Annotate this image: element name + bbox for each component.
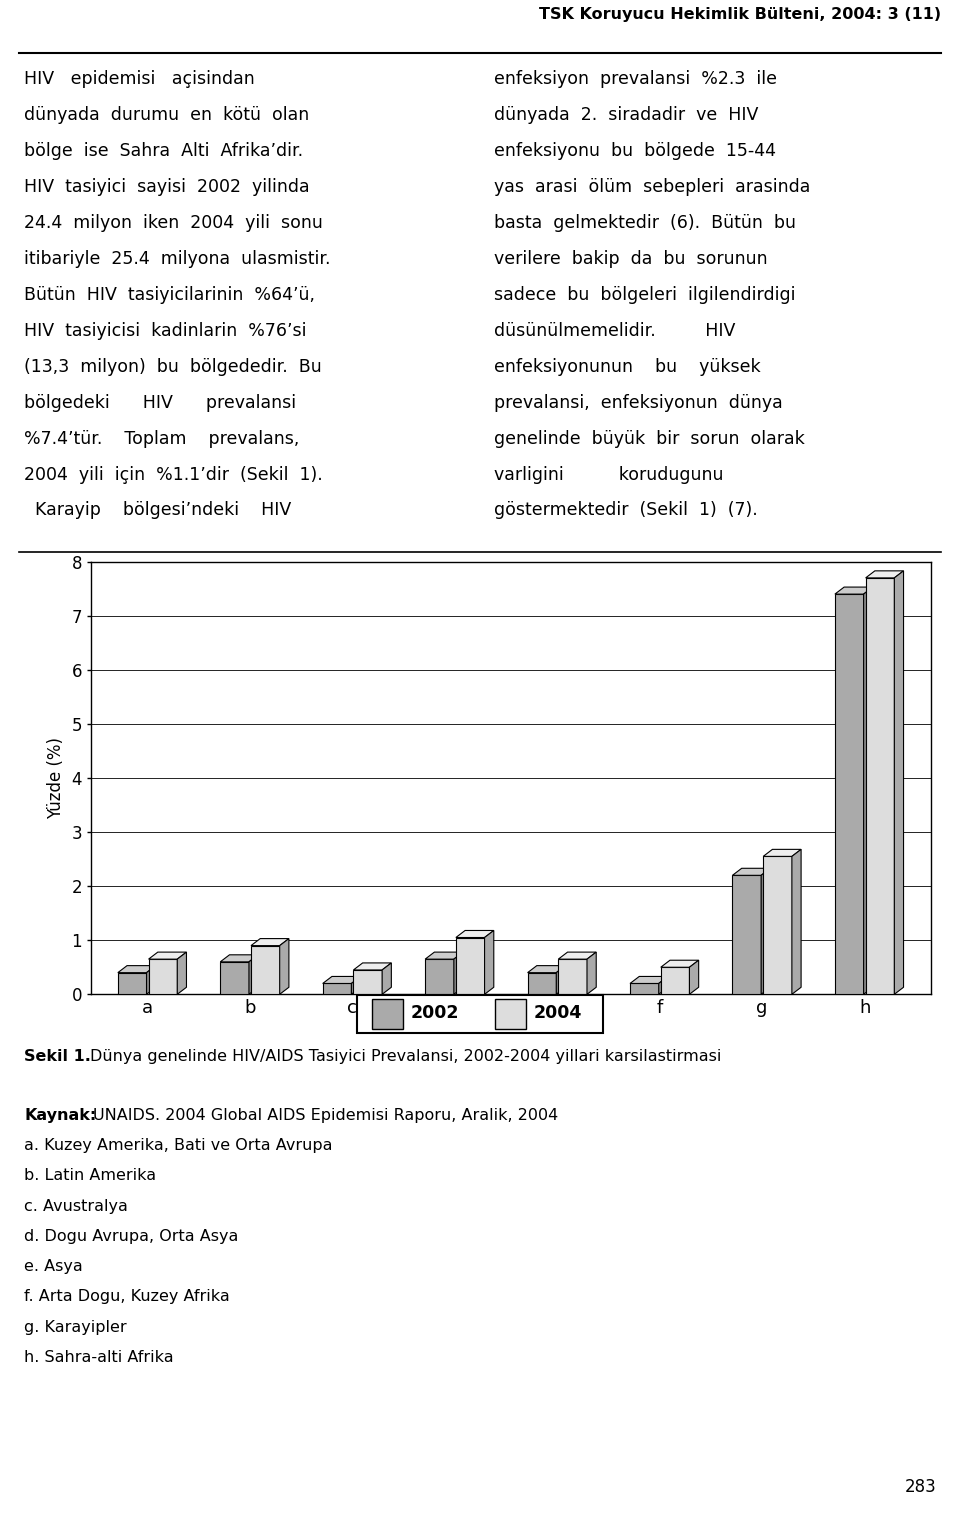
Polygon shape xyxy=(353,970,382,994)
Polygon shape xyxy=(220,955,258,962)
Polygon shape xyxy=(660,967,689,994)
Polygon shape xyxy=(454,952,463,994)
Text: c. Avustralya: c. Avustralya xyxy=(24,1199,128,1214)
Polygon shape xyxy=(323,976,361,984)
Polygon shape xyxy=(792,850,801,994)
Text: yas  arasi  ölüm  sebepleri  arasinda: yas arasi ölüm sebepleri arasinda xyxy=(494,178,811,196)
Text: varligini          korudugunu: varligini korudugunu xyxy=(494,466,724,484)
Text: itibariyle  25.4  milyona  ulasmistir.: itibariyle 25.4 milyona ulasmistir. xyxy=(24,249,330,267)
Text: e. Asya: e. Asya xyxy=(24,1260,83,1274)
Polygon shape xyxy=(353,962,392,970)
Text: genelinde  büyük  bir  sorun  olarak: genelinde büyük bir sorun olarak xyxy=(494,430,805,448)
Polygon shape xyxy=(485,931,493,994)
Bar xyxy=(495,999,526,1029)
Polygon shape xyxy=(351,976,361,994)
Polygon shape xyxy=(763,850,801,856)
Polygon shape xyxy=(456,931,493,938)
Text: Sekil 1.: Sekil 1. xyxy=(24,1049,91,1064)
Text: 283: 283 xyxy=(904,1479,936,1495)
Text: göstermektedir  (Sekil  1)  (7).: göstermektedir (Sekil 1) (7). xyxy=(494,501,758,519)
Polygon shape xyxy=(118,973,147,994)
Polygon shape xyxy=(149,959,178,994)
Text: TSK Koruyucu Hekimlik Bülteni, 2004: 3 (11): TSK Koruyucu Hekimlik Bülteni, 2004: 3 (… xyxy=(539,6,941,21)
Polygon shape xyxy=(630,976,668,984)
FancyBboxPatch shape xyxy=(357,994,603,1034)
Text: 24.4  milyon  iken  2004  yili  sonu: 24.4 milyon iken 2004 yili sonu xyxy=(24,214,323,232)
Text: bölge  ise  Sahra  Alti  Afrika’dir.: bölge ise Sahra Alti Afrika’dir. xyxy=(24,141,303,159)
Polygon shape xyxy=(835,587,873,594)
Text: dünyada  2.  siradadir  ve  HIV: dünyada 2. siradadir ve HIV xyxy=(494,106,758,123)
Polygon shape xyxy=(456,938,485,994)
Polygon shape xyxy=(425,959,454,994)
Text: düsünülmemelidir.         HIV: düsünülmemelidir. HIV xyxy=(494,322,735,340)
Polygon shape xyxy=(689,961,699,994)
Polygon shape xyxy=(528,965,565,973)
Text: Karayip    bölgesi’ndeki    HIV: Karayip bölgesi’ndeki HIV xyxy=(24,501,291,519)
Polygon shape xyxy=(425,952,463,959)
Text: 2004  yili  için  %1.1’dir  (Sekil  1).: 2004 yili için %1.1’dir (Sekil 1). xyxy=(24,466,323,484)
Polygon shape xyxy=(147,965,156,994)
Polygon shape xyxy=(732,868,770,876)
Text: Kaynak:: Kaynak: xyxy=(24,1108,96,1123)
Polygon shape xyxy=(528,973,556,994)
Polygon shape xyxy=(556,965,565,994)
Text: sadece  bu  bölgeleri  ilgilendirdigi: sadece bu bölgeleri ilgilendirdigi xyxy=(494,285,796,304)
Text: prevalansi,  enfeksiyonun  dünya: prevalansi, enfeksiyonun dünya xyxy=(494,393,783,411)
Text: h. Sahra-alti Afrika: h. Sahra-alti Afrika xyxy=(24,1350,174,1365)
Text: UNAIDS. 2004 Global AIDS Epidemisi Raporu, Aralik, 2004: UNAIDS. 2004 Global AIDS Epidemisi Rapor… xyxy=(93,1108,559,1123)
Text: HIV  tasiyicisi  kadinlarin  %76’si: HIV tasiyicisi kadinlarin %76’si xyxy=(24,322,306,340)
Text: basta  gelmektedir  (6).  Bütün  bu: basta gelmektedir (6). Bütün bu xyxy=(494,214,797,232)
Polygon shape xyxy=(149,952,186,959)
Polygon shape xyxy=(732,876,761,994)
Polygon shape xyxy=(835,594,864,994)
Text: (13,3  milyon)  bu  bölgededir.  Bu: (13,3 milyon) bu bölgededir. Bu xyxy=(24,358,322,375)
Text: g. Karayipler: g. Karayipler xyxy=(24,1319,127,1334)
Text: f. Arta Dogu, Kuzey Afrika: f. Arta Dogu, Kuzey Afrika xyxy=(24,1289,229,1304)
Polygon shape xyxy=(630,984,659,994)
Polygon shape xyxy=(178,952,186,994)
Bar xyxy=(372,999,403,1029)
Text: Dünya genelinde HIV/AIDS Tasiyici Prevalansi, 2002-2004 yillari karsilastirmasi: Dünya genelinde HIV/AIDS Tasiyici Preval… xyxy=(90,1049,722,1064)
Polygon shape xyxy=(220,962,249,994)
Polygon shape xyxy=(895,571,903,994)
Polygon shape xyxy=(118,965,156,973)
Polygon shape xyxy=(559,959,587,994)
Polygon shape xyxy=(249,955,258,994)
Polygon shape xyxy=(251,946,279,994)
Polygon shape xyxy=(279,938,289,994)
Text: verilere  bakip  da  bu  sorunun: verilere bakip da bu sorunun xyxy=(494,249,768,267)
Text: enfeksiyon  prevalansi  %2.3  ile: enfeksiyon prevalansi %2.3 ile xyxy=(494,70,778,88)
Text: enfeksiyonunun    bu    yüksek: enfeksiyonunun bu yüksek xyxy=(494,358,761,375)
Polygon shape xyxy=(763,856,792,994)
Text: %7.4’tür.    Toplam    prevalans,: %7.4’tür. Toplam prevalans, xyxy=(24,430,300,448)
Text: bölgedeki      HIV      prevalansi: bölgedeki HIV prevalansi xyxy=(24,393,296,411)
Polygon shape xyxy=(382,962,392,994)
Polygon shape xyxy=(323,984,351,994)
Polygon shape xyxy=(660,961,699,967)
Text: a. Kuzey Amerika, Bati ve Orta Avrupa: a. Kuzey Amerika, Bati ve Orta Avrupa xyxy=(24,1138,332,1154)
Text: Bütün  HIV  tasiyicilarinin  %64’ü,: Bütün HIV tasiyicilarinin %64’ü, xyxy=(24,285,315,304)
Polygon shape xyxy=(761,868,770,994)
Text: b. Latin Amerika: b. Latin Amerika xyxy=(24,1169,156,1184)
Polygon shape xyxy=(866,578,895,994)
Text: 2004: 2004 xyxy=(534,1005,582,1022)
Text: enfeksiyonu  bu  bölgede  15-44: enfeksiyonu bu bölgede 15-44 xyxy=(494,141,777,159)
Polygon shape xyxy=(251,938,289,946)
Text: HIV   epidemisi   açisindan: HIV epidemisi açisindan xyxy=(24,70,254,88)
Polygon shape xyxy=(587,952,596,994)
Polygon shape xyxy=(559,952,596,959)
Polygon shape xyxy=(864,587,873,994)
Polygon shape xyxy=(659,976,668,994)
Text: HIV  tasiyici  sayisi  2002  yilinda: HIV tasiyici sayisi 2002 yilinda xyxy=(24,178,310,196)
Y-axis label: Yüzde (%): Yüzde (%) xyxy=(47,736,64,820)
Text: d. Dogu Avrupa, Orta Asya: d. Dogu Avrupa, Orta Asya xyxy=(24,1230,238,1243)
Polygon shape xyxy=(866,571,903,578)
Text: 2002: 2002 xyxy=(411,1005,460,1022)
Text: dünyada  durumu  en  kötü  olan: dünyada durumu en kötü olan xyxy=(24,106,309,123)
